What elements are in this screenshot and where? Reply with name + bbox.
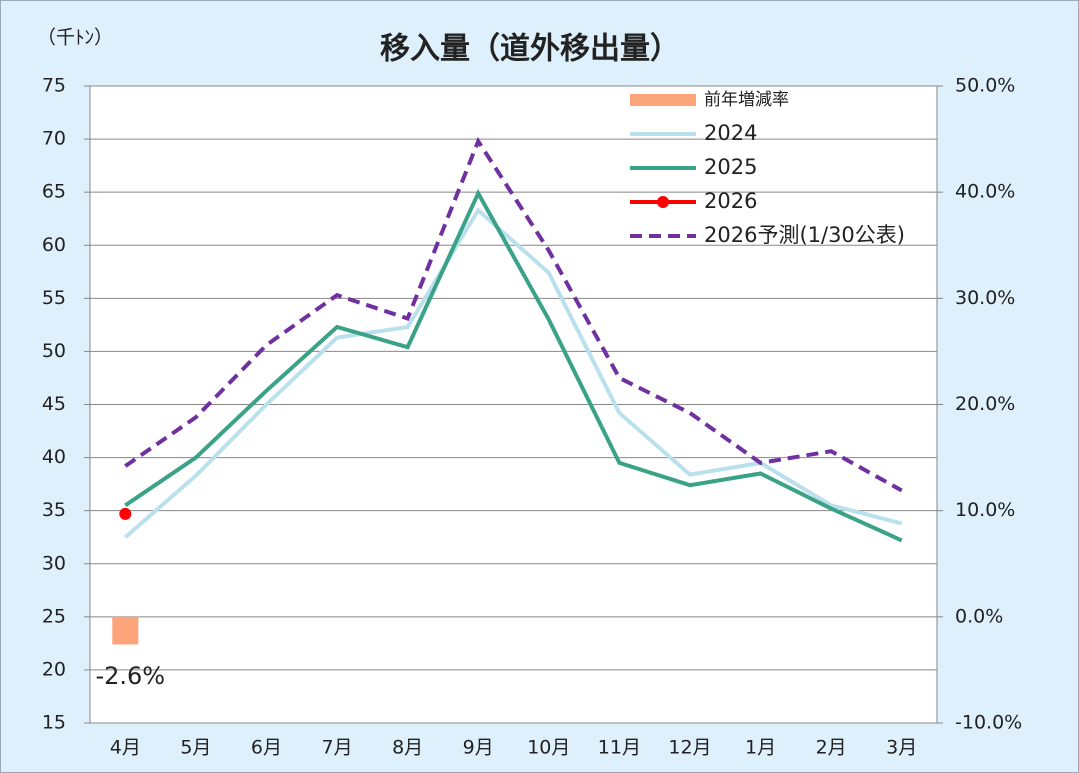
legend-label: 前年増減率 xyxy=(704,90,789,110)
x-tick-label: 1月 xyxy=(745,737,776,759)
legend-label: 2024 xyxy=(704,121,757,145)
x-tick-label: 12月 xyxy=(668,737,711,759)
y2-tick-label: 40.0% xyxy=(955,181,1015,203)
legend-marker xyxy=(657,196,669,208)
y2-tick-label: 10.0% xyxy=(955,499,1015,521)
y-axis-label: （千ﾄﾝ） xyxy=(37,27,113,49)
x-tick-label: 11月 xyxy=(598,737,641,759)
chart-title: 移入量（道外移出量） xyxy=(380,32,680,67)
y2-tick-label: 0.0% xyxy=(955,605,1003,627)
y-tick-label: 55 xyxy=(42,287,66,309)
y-tick-label: 20 xyxy=(42,658,66,680)
y-tick-label: 40 xyxy=(42,446,66,468)
y-tick-label: 35 xyxy=(42,499,66,521)
x-tick-label: 8月 xyxy=(392,737,423,759)
y2-tick-label: 20.0% xyxy=(955,393,1015,415)
line xyxy=(123,207,903,539)
y-tick-label: 60 xyxy=(42,234,66,256)
y-tick-label: 45 xyxy=(42,393,66,415)
legend-label: 2026予測(1/30公表) xyxy=(704,223,905,247)
marker xyxy=(119,507,132,520)
line xyxy=(124,136,903,493)
x-tick-label: 3月 xyxy=(886,737,917,759)
bar xyxy=(112,616,139,645)
data-label: -2.6% xyxy=(95,662,165,690)
y-tick-label: 75 xyxy=(42,75,66,97)
legend-label: 2025 xyxy=(704,155,757,179)
x-tick-label: 7月 xyxy=(321,737,352,759)
y2-tick-label: -10.0% xyxy=(955,712,1022,734)
line xyxy=(124,188,903,543)
x-tick-label: 4月 xyxy=(110,737,141,759)
y-tick-label: 50 xyxy=(42,340,66,362)
y-tick-label: 30 xyxy=(42,552,66,574)
legend-label: 2026 xyxy=(704,189,757,213)
legend-swatch xyxy=(630,94,696,106)
y-tick-label: 70 xyxy=(42,128,66,150)
x-tick-label: 10月 xyxy=(527,737,570,759)
y2-tick-label: 30.0% xyxy=(955,287,1015,309)
y-tick-label: 15 xyxy=(42,712,66,734)
y-tick-label: 25 xyxy=(42,605,66,627)
x-tick-label: 6月 xyxy=(251,737,282,759)
x-tick-label: 2月 xyxy=(816,737,847,759)
x-tick-label: 9月 xyxy=(463,737,494,759)
y2-tick-label: 50.0% xyxy=(955,75,1015,97)
y-tick-label: 65 xyxy=(42,181,66,203)
x-tick-label: 5月 xyxy=(180,737,211,759)
